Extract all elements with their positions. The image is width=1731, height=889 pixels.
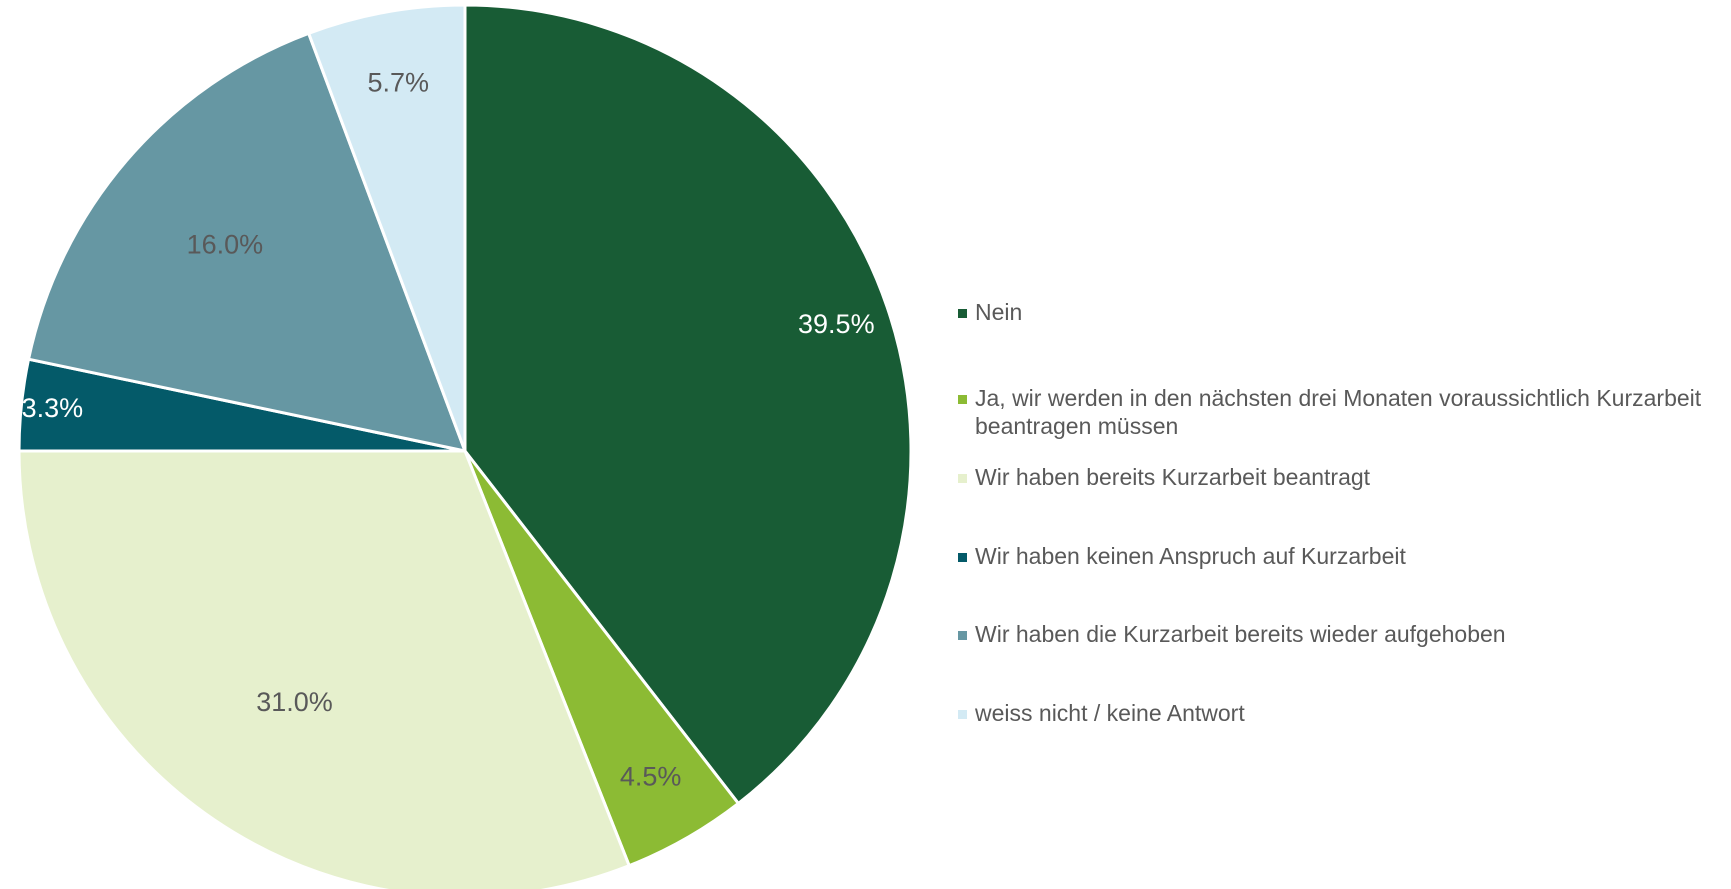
- slice-data-label: 16.0%: [187, 230, 264, 260]
- pie-slice: [17, 449, 631, 889]
- slice-data-label: 39.5%: [798, 309, 875, 339]
- legend-item: Wir haben bereits Kurzarbeit beantragt: [958, 463, 1370, 491]
- legend-item: Wir haben keinen Anspruch auf Kurzarbeit: [958, 542, 1406, 570]
- slice-data-label: 3.3%: [22, 393, 84, 423]
- legend-swatch: [958, 631, 967, 640]
- pie-slice: [307, 3, 467, 453]
- legend-label: weiss nicht / keine Antwort: [975, 700, 1245, 726]
- legend-label: Wir haben keinen Anspruch auf Kurzarbeit: [975, 543, 1406, 569]
- legend-label: Nein: [975, 299, 1023, 325]
- legend-label: Ja, wir werden in den nächsten drei Mona…: [975, 385, 1702, 439]
- legend-item: Wir haben die Kurzarbeit bereits wieder …: [958, 620, 1506, 648]
- legend-label: Wir haben die Kurzarbeit bereits wieder …: [975, 621, 1506, 647]
- legend-item: Ja, wir werden in den nächsten drei Mona…: [958, 384, 1718, 440]
- legend-swatch: [958, 710, 967, 719]
- legend-swatch: [958, 474, 967, 483]
- slice-data-label: 31.0%: [256, 687, 333, 717]
- slice-data-label: 5.7%: [368, 67, 430, 97]
- legend-item: weiss nicht / keine Antwort: [958, 699, 1245, 727]
- legend-item: Nein: [958, 298, 1022, 326]
- legend-swatch: [958, 395, 967, 404]
- legend-label: Wir haben bereits Kurzarbeit beantragt: [975, 464, 1371, 490]
- legend-swatch: [958, 553, 967, 562]
- slice-data-label: 4.5%: [620, 761, 682, 791]
- pie-slice: [27, 31, 467, 453]
- pie-slice: [463, 3, 913, 805]
- pie-data-labels: 39.5% 4.5% 31.0% 3.3% 16.0% 5.7%: [22, 67, 875, 791]
- legend-swatch: [958, 309, 967, 318]
- pie-slices: [17, 3, 913, 889]
